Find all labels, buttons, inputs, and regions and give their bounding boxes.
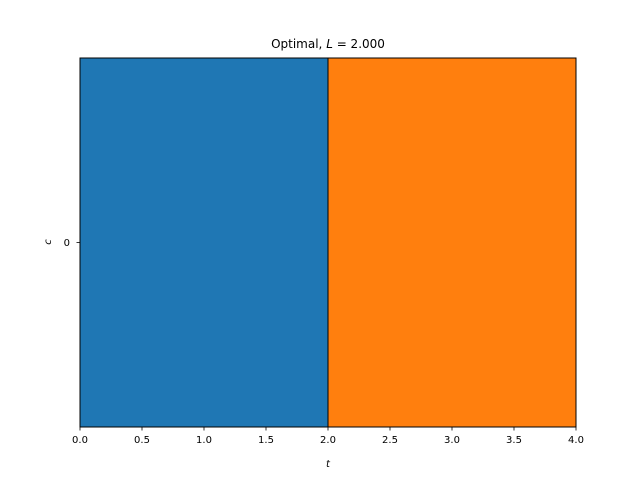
x-tick-label: 4.0 — [568, 435, 584, 446]
x-tick-label: 2.5 — [382, 435, 398, 446]
bar-segment-1 — [327, 57, 577, 428]
x-tick-label: 0.0 — [72, 435, 88, 446]
y-axis-label: c — [43, 239, 54, 245]
x-tick-label: 1.5 — [258, 435, 274, 446]
title-variable: L — [326, 37, 333, 51]
plot-frame — [79, 57, 577, 428]
bars-group — [79, 57, 577, 428]
x-tick-label: 2.0 — [320, 435, 336, 446]
title-prefix: Optimal, — [271, 37, 326, 51]
x-axis: 0.0 0.5 1.0 1.5 2.0 2.5 3.0 3.5 4.0 — [72, 427, 584, 446]
chart-title: Optimal, L = 2.000 — [271, 37, 385, 51]
x-tick-label: 3.5 — [506, 435, 522, 446]
x-tick-label: 3.0 — [444, 435, 460, 446]
y-axis: 0 — [64, 238, 80, 249]
bar-segment-0 — [79, 57, 329, 428]
y-tick-label: 0 — [64, 238, 70, 249]
x-axis-label: t — [326, 459, 331, 470]
x-tick-label: 1.0 — [196, 435, 212, 446]
x-tick-label: 0.5 — [134, 435, 150, 446]
title-suffix: = 2.000 — [333, 37, 385, 51]
